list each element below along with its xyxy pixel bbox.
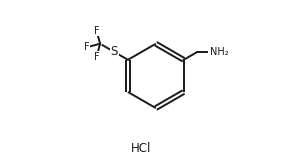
Text: F: F — [94, 52, 99, 62]
Text: NH₂: NH₂ — [210, 47, 228, 57]
Text: F: F — [84, 42, 90, 52]
Text: HCl: HCl — [131, 142, 151, 155]
Text: F: F — [94, 26, 99, 36]
Text: S: S — [111, 46, 118, 58]
